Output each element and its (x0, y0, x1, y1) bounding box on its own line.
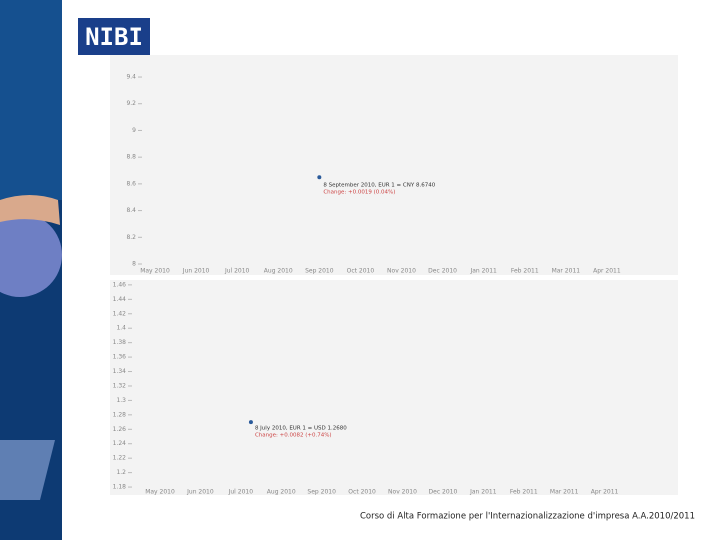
footer: Corso di Alta Formazione per l'Internazi… (360, 512, 695, 522)
y-tick-label: 1.46 (113, 281, 127, 288)
y-tick-label: 1.24 (113, 440, 127, 447)
y-tick-label: 8.2 (126, 234, 136, 241)
y-tick-label: 1.28 (113, 411, 127, 418)
logo-box (78, 18, 150, 55)
x-tick-label: Dec 2010 (429, 489, 458, 496)
x-tick-label: Feb 2011 (510, 489, 538, 496)
y-tick-label: 1.26 (113, 426, 127, 433)
annotation: Change: +0.0019 (0.04%) (323, 190, 395, 196)
y-tick-label: 1.22 (113, 455, 127, 462)
x-tick-label: Apr 2011 (593, 268, 621, 275)
x-tick-label: May 2010 (145, 489, 175, 496)
y-tick-label: 8.8 (126, 154, 136, 161)
x-tick-label: May 2010 (140, 268, 170, 275)
y-tick-label: 1.3 (116, 397, 126, 404)
y-tick-label: 9.2 (126, 100, 136, 107)
annotation: 8 July 2010, EUR 1 = USD 1.2680 (255, 426, 347, 432)
x-tick-label: Nov 2010 (388, 489, 417, 496)
x-tick-label: Jul 2010 (224, 268, 250, 275)
x-tick-label: Apr 2011 (591, 489, 619, 496)
y-tick-label: 1.18 (113, 484, 127, 491)
highlight-point (317, 175, 322, 180)
x-tick-label: Dec 2010 (428, 268, 457, 275)
hand (0, 195, 60, 225)
y-tick-label: 9 (132, 127, 136, 134)
chart-panel (110, 280, 678, 495)
x-tick-label: Aug 2010 (267, 489, 296, 496)
y-tick-label: 1.2 (116, 469, 126, 476)
x-tick-label: Jan 2011 (469, 268, 497, 275)
annotation: 8 September 2010, EUR 1 = CNY 8.6740 (323, 183, 435, 189)
side-shade (0, 0, 62, 200)
x-tick-label: Mar 2011 (552, 268, 581, 275)
y-tick-label: 8.4 (126, 207, 136, 214)
x-tick-label: Mar 2011 (550, 489, 579, 496)
y-tick-label: 8 (132, 261, 136, 268)
chart-panel (110, 55, 678, 275)
x-tick-label: Sep 2010 (307, 489, 336, 496)
triangle (0, 440, 55, 500)
y-tick-label: 1.36 (113, 354, 127, 361)
x-tick-label: Jan 2011 (469, 489, 497, 496)
x-tick-label: Jun 2010 (182, 268, 210, 275)
y-tick-label: 9.4 (126, 74, 136, 81)
x-tick-label: Feb 2011 (511, 268, 539, 275)
x-tick-label: Oct 2010 (347, 268, 375, 275)
x-tick-label: Aug 2010 (264, 268, 293, 275)
y-tick-label: 1.34 (113, 368, 127, 375)
globe (0, 213, 62, 297)
y-tick-label: 1.4 (116, 325, 126, 332)
y-tick-label: 1.38 (113, 339, 127, 346)
y-tick-label: 8.6 (126, 180, 136, 187)
x-tick-label: Sep 2010 (305, 268, 334, 275)
x-tick-label: Oct 2010 (348, 489, 376, 496)
y-tick-label: 1.32 (113, 382, 127, 389)
x-tick-label: Jun 2010 (186, 489, 214, 496)
x-tick-label: Jul 2010 (228, 489, 254, 496)
y-tick-label: 1.42 (113, 310, 127, 317)
highlight-point (248, 420, 253, 425)
y-tick-label: 1.44 (113, 296, 127, 303)
logo: NIBI (85, 23, 143, 51)
x-tick-label: Nov 2010 (387, 268, 416, 275)
annotation: Change: +0.0082 (+0.74%) (255, 433, 332, 439)
